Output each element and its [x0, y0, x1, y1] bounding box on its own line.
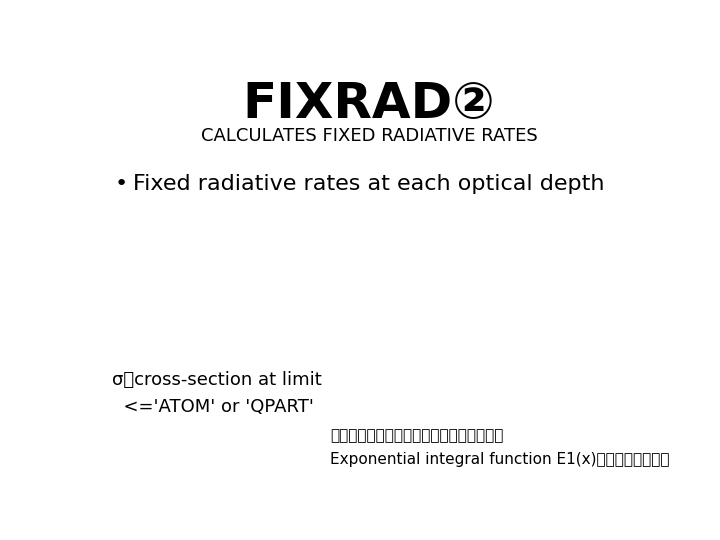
Text: プログラムの中身は理解できなかったが、: プログラムの中身は理解できなかったが、 — [330, 428, 503, 443]
Text: FIXRAD②: FIXRAD② — [243, 79, 495, 127]
Text: Exponential integral function E1(x)と説明されていた: Exponential integral function E1(x)と説明され… — [330, 451, 670, 467]
Text: <='ATOM' or 'QPART': <='ATOM' or 'QPART' — [112, 399, 314, 416]
Text: CALCULATES FIXED RADIATIVE RATES: CALCULATES FIXED RADIATIVE RATES — [201, 127, 537, 145]
Text: •: • — [114, 174, 128, 194]
Text: σ：cross-section at limit: σ：cross-section at limit — [112, 372, 321, 389]
Text: Fixed radiative rates at each optical depth: Fixed radiative rates at each optical de… — [132, 174, 604, 194]
